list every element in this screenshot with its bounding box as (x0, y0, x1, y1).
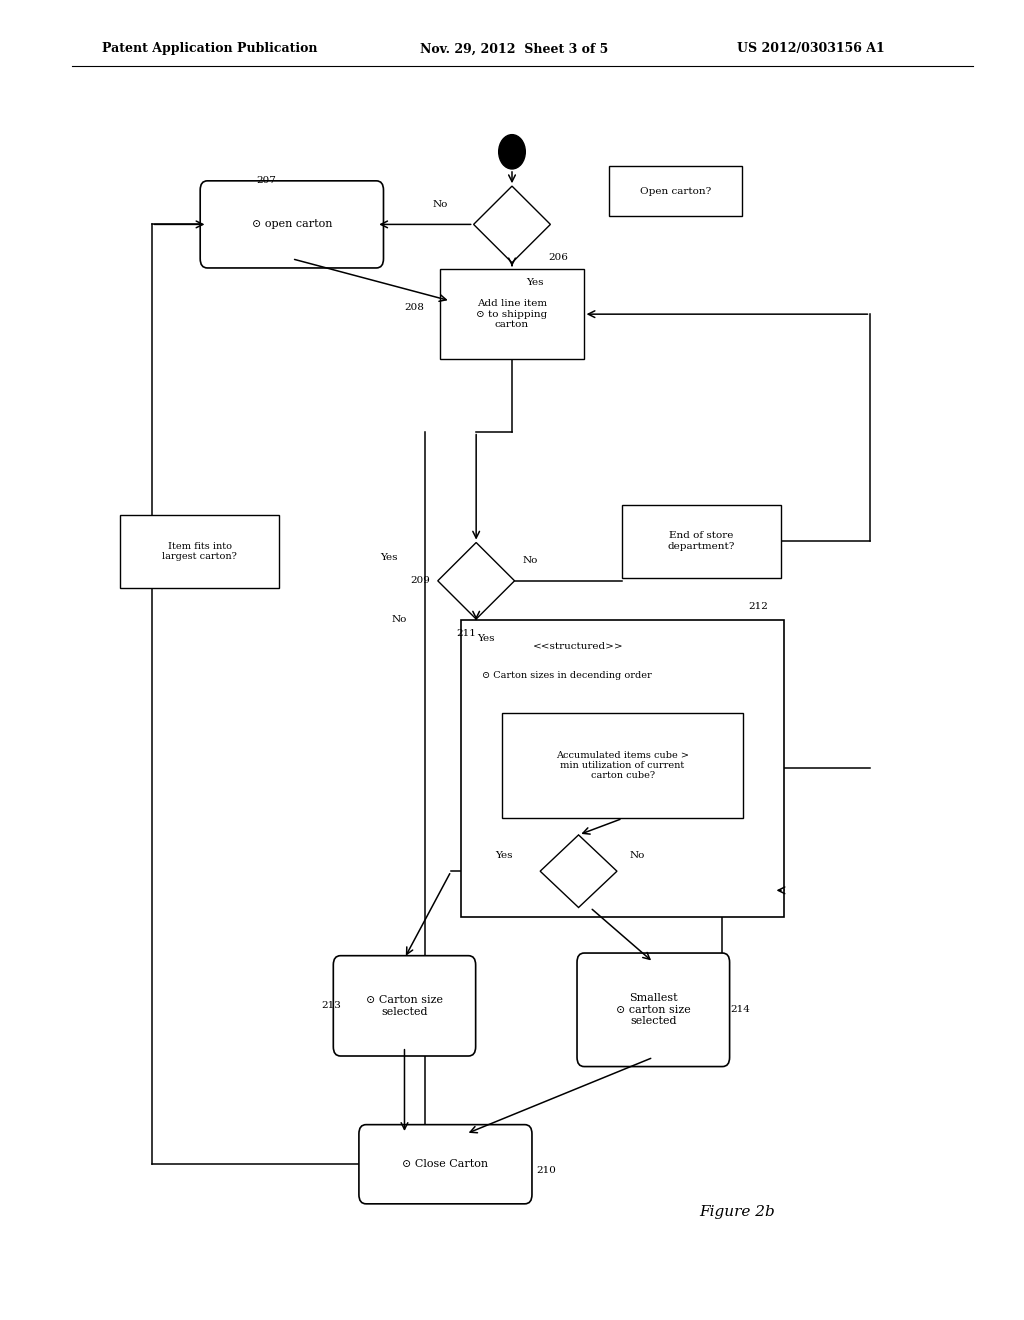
Text: <<structured>>: <<structured>> (532, 642, 624, 651)
Bar (461, 620, 784, 916)
Text: Accumulated items cube >
min utilization of current
carton cube?: Accumulated items cube > min utilization… (556, 751, 689, 780)
Polygon shape (541, 834, 616, 908)
Text: 209: 209 (410, 576, 430, 585)
Text: ⊙ Carton size
selected: ⊙ Carton size selected (366, 995, 443, 1016)
FancyBboxPatch shape (358, 1125, 532, 1204)
Text: 206: 206 (548, 253, 568, 261)
Text: Nov. 29, 2012  Sheet 3 of 5: Nov. 29, 2012 Sheet 3 of 5 (420, 42, 608, 55)
Polygon shape (473, 186, 551, 263)
Text: ⊙ open carton: ⊙ open carton (252, 219, 332, 230)
Bar (623, 504, 781, 578)
Circle shape (499, 135, 525, 169)
Text: Yes: Yes (380, 553, 398, 561)
Text: No: No (391, 615, 408, 624)
Text: End of store
department?: End of store department? (668, 532, 735, 550)
Text: Item fits into
largest carton?: Item fits into largest carton? (162, 543, 238, 561)
Text: Add line item
⊙ to shipping
carton: Add line item ⊙ to shipping carton (476, 300, 548, 329)
Bar (609, 166, 742, 216)
Text: Open carton?: Open carton? (640, 187, 712, 195)
Text: US 2012/0303156 A1: US 2012/0303156 A1 (737, 42, 885, 55)
Text: No: No (432, 201, 449, 209)
Bar (502, 713, 743, 818)
Text: 213: 213 (321, 1002, 341, 1010)
Text: Figure 2b: Figure 2b (699, 1205, 775, 1218)
Polygon shape (438, 543, 515, 619)
FancyBboxPatch shape (334, 956, 475, 1056)
Bar (440, 269, 584, 359)
Text: Smallest
⊙ carton size
selected: Smallest ⊙ carton size selected (616, 993, 690, 1027)
Text: ⊙ Close Carton: ⊙ Close Carton (402, 1159, 488, 1170)
Text: 208: 208 (404, 304, 425, 312)
Text: 210: 210 (536, 1167, 556, 1175)
Text: Yes: Yes (525, 279, 544, 286)
Text: No: No (630, 851, 645, 859)
Text: 211: 211 (456, 630, 476, 638)
Text: 214: 214 (730, 1006, 751, 1014)
Text: No: No (522, 557, 538, 565)
Text: ⊙ Carton sizes in decending order: ⊙ Carton sizes in decending order (482, 671, 651, 680)
Text: 212: 212 (749, 602, 768, 611)
Text: Yes: Yes (477, 635, 496, 643)
Text: Patent Application Publication: Patent Application Publication (102, 42, 317, 55)
FancyBboxPatch shape (578, 953, 729, 1067)
Bar (121, 516, 279, 589)
FancyBboxPatch shape (200, 181, 383, 268)
Text: Yes: Yes (496, 851, 513, 859)
Text: 207: 207 (256, 177, 276, 185)
